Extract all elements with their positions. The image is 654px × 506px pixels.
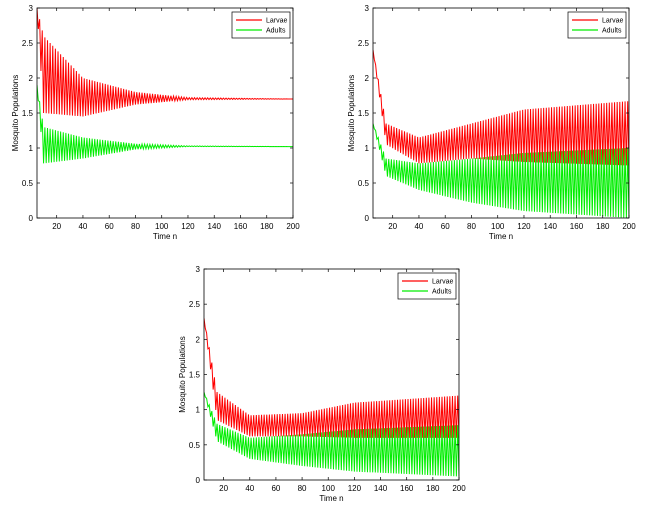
legend-label-adults: Adults [602,28,622,35]
y-tick-label: 0 [29,214,34,223]
plot-area [373,49,629,218]
x-tick-label: 160 [570,222,584,231]
x-tick-label: 20 [388,222,397,231]
legend-label-larvae: Larvae [266,18,288,25]
x-tick-label: 80 [131,222,140,231]
y-tick-label: 1.5 [358,109,370,118]
series-adults-line [204,391,459,477]
chart-panel-3: 20 40 60 80 100 120 140 160 180 200 0 0.5 1 1.5 2 2.5 3 T… [178,265,466,503]
plot-area [204,318,459,477]
x-tick-label: 140 [208,222,222,231]
y-tick-label: 2 [29,74,34,83]
y-tick-label: 2.5 [22,39,34,48]
x-tick-label: 60 [105,222,114,231]
x-tick-label: 160 [234,222,248,231]
legend-box [231,11,291,39]
legend-label-adults: Adults [432,289,452,296]
x-tick-label: 180 [596,222,610,231]
y-axis-label: Mosquito Populations [11,75,20,152]
y-tick-label: 3 [29,4,34,13]
y-tick-label: 2.5 [189,300,201,309]
y-axis-label: Mosquito Populations [178,336,187,413]
x-tick-label: 80 [467,222,476,231]
legend-label-adults: Adults [266,28,286,35]
y-tick-label: 0.5 [22,179,34,188]
legend-box [567,11,627,39]
x-tick-label: 60 [441,222,450,231]
y-tick-label: 2 [196,335,201,344]
legend: Larvae Adults [231,11,291,39]
y-tick-label: 1.5 [189,371,201,380]
x-tick-label: 200 [622,222,636,231]
plot-area [37,8,293,164]
x-tick-label: 80 [298,484,307,493]
x-tick-label: 100 [322,484,336,493]
x-tick-label: 120 [348,484,362,493]
series-larvae-line [204,318,459,438]
x-axis-label: Time n [153,232,177,241]
x-tick-label: 40 [245,484,254,493]
x-tick-label: 160 [400,484,414,493]
y-tick-label: 3 [196,265,201,274]
x-tick-label: 180 [260,222,274,231]
y-tick-label: 1 [196,406,201,415]
x-tick-label: 40 [414,222,423,231]
y-tick-label: 0 [196,476,201,485]
y-tick-label: 1.5 [22,109,34,118]
x-tick-label: 120 [181,222,195,231]
y-tick-label: 2.5 [358,39,370,48]
series-larvae-line [37,8,293,117]
legend: Larvae Adults [397,272,457,300]
legend-box [397,272,457,300]
x-tick-label: 120 [517,222,531,231]
x-tick-label: 180 [426,484,440,493]
legend-label-larvae: Larvae [602,18,624,25]
x-tick-label: 200 [286,222,300,231]
x-tick-label: 200 [452,484,466,493]
chart-panel-2: 20 40 60 80 100 120 140 160 180 200 0 0.5 1 1.5 2 2.5 3 T… [347,4,636,241]
y-tick-label: 0.5 [358,179,370,188]
x-tick-label: 140 [544,222,558,231]
y-tick-label: 1 [365,144,370,153]
y-tick-label: 0.5 [189,441,201,450]
series-adults-line [373,123,629,218]
y-tick-label: 1 [29,144,34,153]
x-tick-label: 100 [155,222,169,231]
legend-label-larvae: Larvae [432,279,454,286]
y-axis-label: Mosquito Populations [347,75,356,152]
x-tick-label: 20 [52,222,61,231]
x-tick-label: 60 [271,484,280,493]
x-tick-label: 20 [219,484,228,493]
legend: Larvae Adults [567,11,627,39]
y-tick-label: 3 [365,4,370,13]
x-tick-label: 140 [374,484,388,493]
y-tick-label: 2 [365,74,370,83]
x-axis-label: Time n [319,494,343,503]
series-larvae-line [373,49,629,166]
y-tick-label: 0 [365,214,370,223]
x-axis-label: Time n [489,232,513,241]
chart-panel-1: 20 40 60 80 100 120 140 160 180 200 0 0.5 1 1.5 2 2.5 3 T… [11,4,300,241]
x-tick-label: 40 [78,222,87,231]
x-tick-label: 100 [491,222,505,231]
series-adults-line [37,84,293,164]
